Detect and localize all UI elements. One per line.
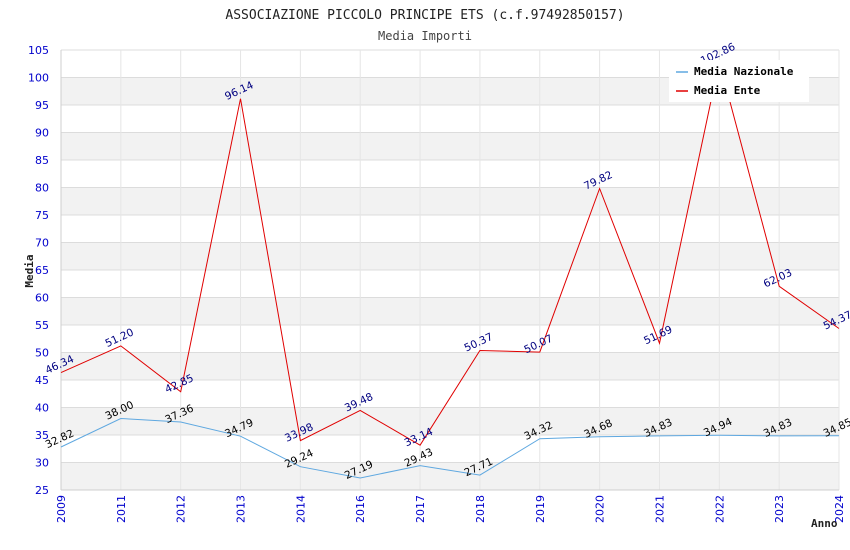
series-line-media-ente bbox=[60, 61, 840, 446]
y-tick-label: 100 bbox=[28, 72, 49, 85]
y-tick-label: 80 bbox=[35, 182, 49, 195]
y-tick-label: 50 bbox=[35, 347, 49, 360]
y-tick-label: 55 bbox=[35, 319, 49, 332]
grid-band bbox=[61, 132, 839, 160]
grid-band bbox=[61, 187, 839, 215]
grid-band bbox=[61, 215, 839, 243]
y-tick-label: 25 bbox=[35, 484, 49, 497]
x-tick-label: 2021 bbox=[653, 495, 666, 523]
y-tick-label: 90 bbox=[35, 127, 49, 140]
grid-band bbox=[61, 105, 839, 133]
plot-grid bbox=[60, 49, 840, 491]
x-tick-label: 2012 bbox=[175, 495, 188, 523]
grid-band bbox=[61, 325, 839, 353]
grid-band bbox=[61, 242, 839, 270]
x-tick-label: 2014 bbox=[294, 495, 307, 523]
x-tick-label: 2020 bbox=[594, 495, 607, 523]
x-tick-label: 2013 bbox=[235, 495, 248, 523]
y-tick-label: 60 bbox=[35, 292, 49, 305]
x-tick-label: 2011 bbox=[115, 495, 128, 523]
legend-label-media-ente: Media Ente bbox=[694, 84, 761, 97]
series-lines bbox=[60, 61, 840, 479]
y-tick-label: 105 bbox=[28, 44, 49, 57]
chart-subtitle: Media Importi bbox=[378, 29, 472, 43]
grid-band bbox=[61, 380, 839, 408]
y-tick-label: 65 bbox=[35, 264, 49, 277]
legend: Media Nazionale Media Ente bbox=[669, 60, 809, 102]
x-axis-ticks: 2009 2011 2012 2013 2014 2016 2017 2018 2019 2020… bbox=[55, 495, 846, 523]
series-line-media-nazionale bbox=[60, 417, 840, 479]
chart-title: ASSOCIAZIONE PICCOLO PRINCIPE ETS (c.f.9… bbox=[225, 8, 624, 23]
y-tick-label: 35 bbox=[35, 429, 49, 442]
x-tick-label: 2023 bbox=[773, 495, 786, 523]
grid-band bbox=[61, 462, 839, 490]
x-tick-label: 2024 bbox=[833, 495, 846, 523]
y-axis-ticks: 25 30 35 40 45 50 55 60 65 70 75 80 85 90 95 100 105 bbox=[28, 44, 49, 497]
y-tick-label: 30 bbox=[35, 457, 49, 470]
y-tick-label: 85 bbox=[35, 154, 49, 167]
x-tick-label: 2016 bbox=[354, 495, 367, 523]
x-axis-label: Anno bbox=[811, 517, 838, 530]
grid-band bbox=[61, 407, 839, 435]
y-tick-label: 45 bbox=[35, 374, 49, 387]
x-tick-label: 2018 bbox=[474, 495, 487, 523]
legend-label-media-nazionale: Media Nazionale bbox=[694, 65, 794, 78]
x-tick-label: 2009 bbox=[55, 495, 68, 523]
y-tick-label: 70 bbox=[35, 237, 49, 250]
grid-band bbox=[61, 435, 839, 463]
y-tick-label: 75 bbox=[35, 209, 49, 222]
y-tick-label: 95 bbox=[35, 99, 49, 112]
grid-band bbox=[61, 270, 839, 298]
y-tick-label: 40 bbox=[35, 402, 49, 415]
x-tick-label: 2017 bbox=[414, 495, 427, 523]
grid-band bbox=[61, 352, 839, 380]
legend-box bbox=[669, 60, 809, 102]
grid-band bbox=[61, 160, 839, 188]
x-tick-label: 2022 bbox=[713, 495, 726, 523]
x-tick-label: 2019 bbox=[534, 495, 547, 523]
y-axis-label: Media bbox=[23, 254, 36, 287]
grid-band bbox=[61, 297, 839, 325]
